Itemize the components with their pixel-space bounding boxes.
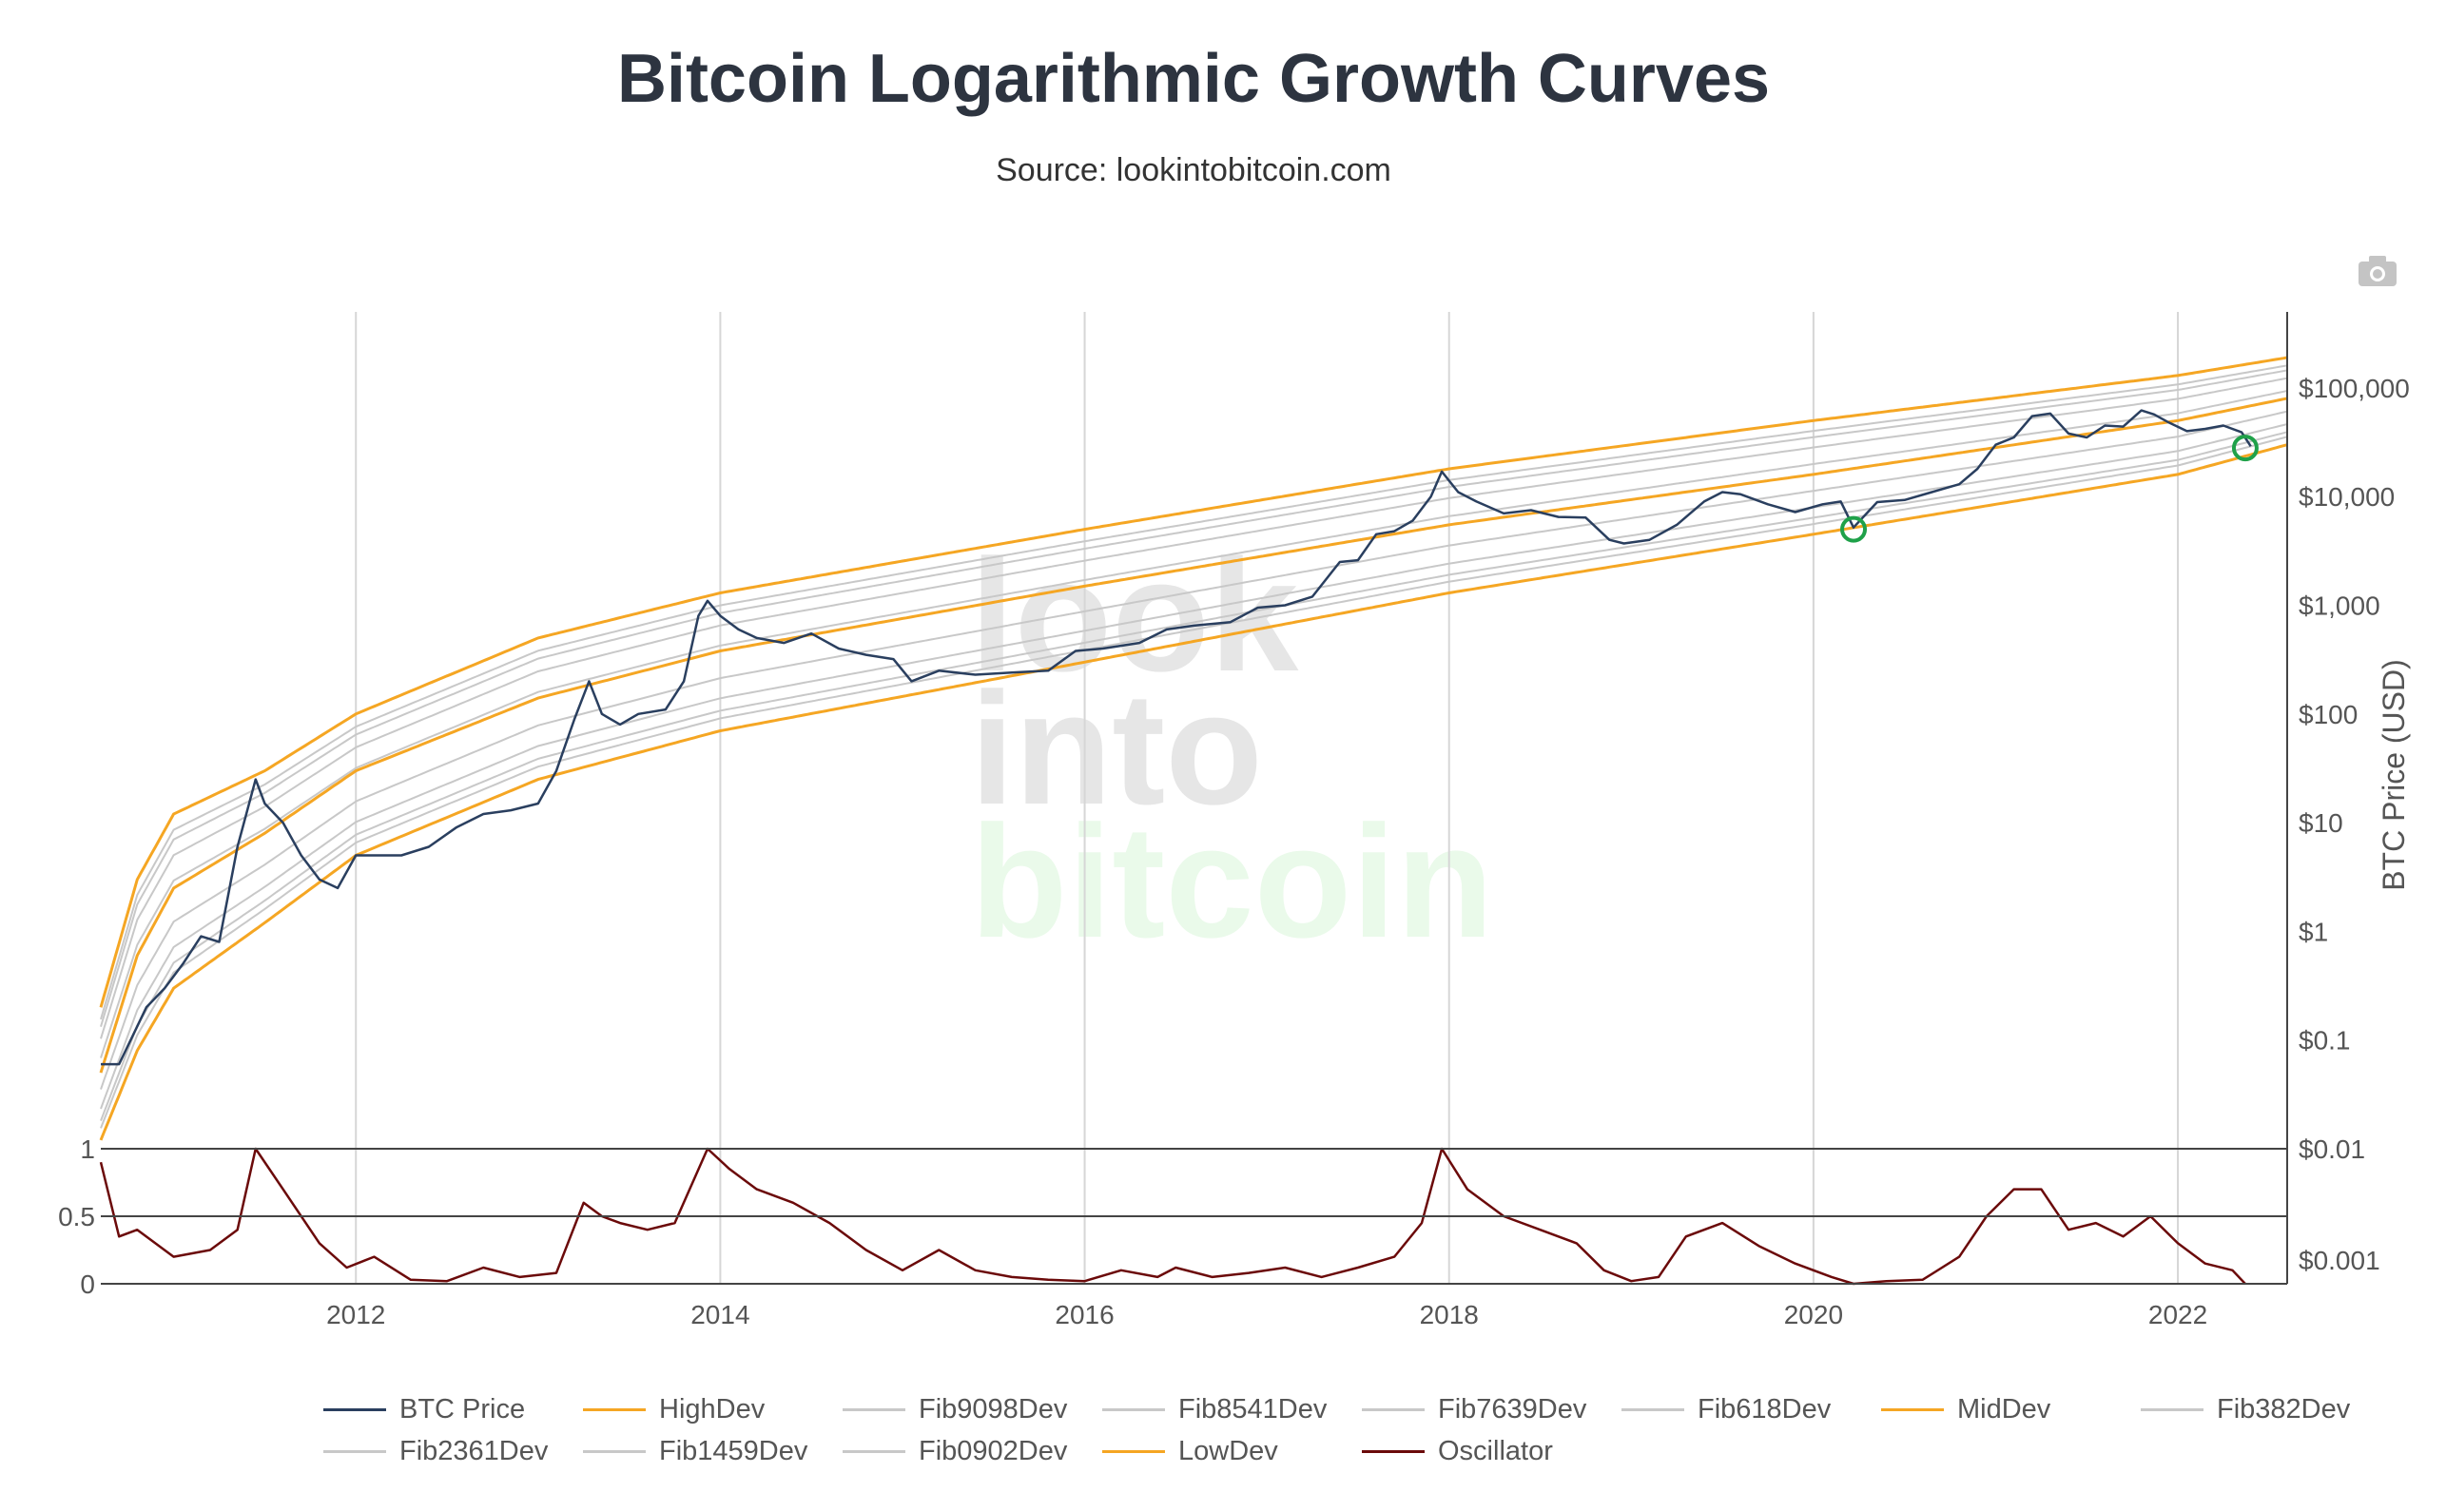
legend-label: Fib7639Dev (1438, 1393, 1587, 1425)
legend-label: Fib0902Dev (919, 1435, 1068, 1466)
legend-label: LowDev (1178, 1435, 1278, 1466)
y-tick-label: $100,000 (2299, 374, 2410, 403)
oscillator-tick-label: 0.5 (58, 1202, 95, 1231)
series-BTC-Price (101, 409, 2252, 1066)
legend-swatch (2141, 1407, 2203, 1411)
y-tick-label: $100 (2299, 700, 2358, 729)
oscillator-tick-label: 0 (80, 1270, 95, 1299)
legend-label: Fib382Dev (2217, 1393, 2351, 1425)
fib-band-0.618 (100, 390, 2288, 1058)
watermark-bitcoin: bitcoin (970, 792, 1494, 971)
fib-band-0.8541 (100, 369, 2288, 1027)
x-tick-label: 2012 (326, 1300, 385, 1329)
legend-label: MidDev (1957, 1393, 2051, 1425)
y-axis-title: BTC Price (USD) (2377, 659, 2411, 891)
legend-item[interactable]: Fib382Dev (2141, 1394, 2369, 1425)
chart-title: Bitcoin Logarithmic Growth Curves (616, 41, 1771, 117)
legend-swatch (843, 1449, 905, 1453)
oscillator-tick-label: 1 (80, 1134, 95, 1164)
camera-icon[interactable] (2357, 255, 2398, 287)
marker-circle (2231, 435, 2259, 462)
legend-swatch (583, 1449, 646, 1453)
y-tick-label: $0.01 (2299, 1134, 2365, 1164)
axes: 2012 2014 2016 2018 2020 2022 0 0.5 1 $0.01 $0.1 $1… (58, 312, 2411, 1329)
legend: BTC Price HighDev Fib9098Dev Fib8541Dev Fib7… (323, 1388, 2444, 1472)
fib-band-0.9098 (100, 364, 2288, 1020)
x-tick-label: 2018 (1420, 1300, 1479, 1329)
fib-band-0.1459 (100, 431, 2288, 1121)
legend-item[interactable]: Fib9098Dev (843, 1394, 1102, 1425)
legend-label: Fib9098Dev (919, 1393, 1068, 1425)
y-tick-label: $10,000 (2299, 482, 2395, 512)
legend-swatch (1362, 1407, 1425, 1411)
legend-item[interactable]: Fib618Dev (1621, 1394, 1881, 1425)
legend-item[interactable]: HighDev (583, 1394, 843, 1425)
legend-item[interactable]: Fib1459Dev (583, 1436, 843, 1467)
watermark: look into bitcoin (970, 526, 1494, 971)
legend-label: HighDev (659, 1393, 766, 1425)
series-Oscillator (99, 1147, 2246, 1286)
chart-subtitle: Source: lookintobitcoin.com (996, 152, 1391, 188)
legend-item[interactable]: BTC Price (323, 1394, 583, 1425)
legend-swatch (1881, 1407, 1944, 1411)
series-MidDev (99, 397, 2288, 1074)
legend-label: Oscillator (1438, 1435, 1553, 1466)
legend-swatch (323, 1407, 386, 1411)
fib-band-0.382 (100, 410, 2288, 1090)
legend-label: Fib1459Dev (659, 1435, 808, 1466)
legend-swatch (843, 1407, 905, 1411)
legend-swatch (1621, 1407, 1684, 1411)
legend-swatch (1102, 1407, 1165, 1411)
x-tick-label: 2022 (2148, 1300, 2207, 1329)
y-tick-label: $0.1 (2299, 1026, 2351, 1056)
fib-band-0.7639 (100, 377, 2288, 1039)
legend-item[interactable]: MidDev (1881, 1394, 2141, 1425)
x-tick-label: 2014 (690, 1300, 749, 1329)
y-tick-label: $0.001 (2299, 1246, 2380, 1275)
series (99, 356, 2288, 1286)
marker-circle (1840, 515, 1868, 543)
legend-row: BTC Price HighDev Fib9098Dev Fib8541Dev Fib7… (323, 1388, 2444, 1430)
legend-swatch (1362, 1449, 1425, 1453)
x-tick-label: 2020 (1784, 1300, 1843, 1329)
legend-item[interactable]: Fib2361Dev (323, 1436, 583, 1467)
legend-row: Fib2361Dev Fib1459Dev Fib0902Dev LowDev Osci… (323, 1430, 2444, 1472)
legend-label: Fib8541Dev (1178, 1393, 1328, 1425)
x-tick-label: 2016 (1055, 1300, 1114, 1329)
fib-band-0.2361 (100, 423, 2288, 1110)
fib-band-0.0902 (100, 436, 2288, 1129)
legend-label: Fib618Dev (1698, 1393, 1832, 1425)
legend-item[interactable]: Fib7639Dev (1362, 1394, 1621, 1425)
legend-swatch (323, 1449, 386, 1453)
y-tick-label: $1 (2299, 917, 2328, 946)
legend-swatch (583, 1407, 646, 1411)
chart-area: look into bitcoin 2012 2014 2016 2018 2020 20… (58, 312, 2411, 1329)
series-HighDev (99, 356, 2288, 1008)
y-tick-label: $10 (2299, 808, 2343, 838)
legend-item[interactable]: LowDev (1102, 1436, 1362, 1467)
legend-item[interactable]: Oscillator (1362, 1436, 1621, 1467)
legend-swatch (1102, 1449, 1165, 1453)
series-LowDev (99, 443, 2288, 1141)
legend-label: Fib2361Dev (399, 1435, 549, 1466)
watermark-into: into (970, 659, 1263, 838)
legend-label: BTC Price (399, 1393, 526, 1425)
legend-item[interactable]: Fib0902Dev (843, 1436, 1102, 1467)
fib-bands (100, 364, 2288, 1129)
legend-item[interactable]: Fib8541Dev (1102, 1394, 1362, 1425)
y-tick-label: $1,000 (2299, 591, 2380, 620)
